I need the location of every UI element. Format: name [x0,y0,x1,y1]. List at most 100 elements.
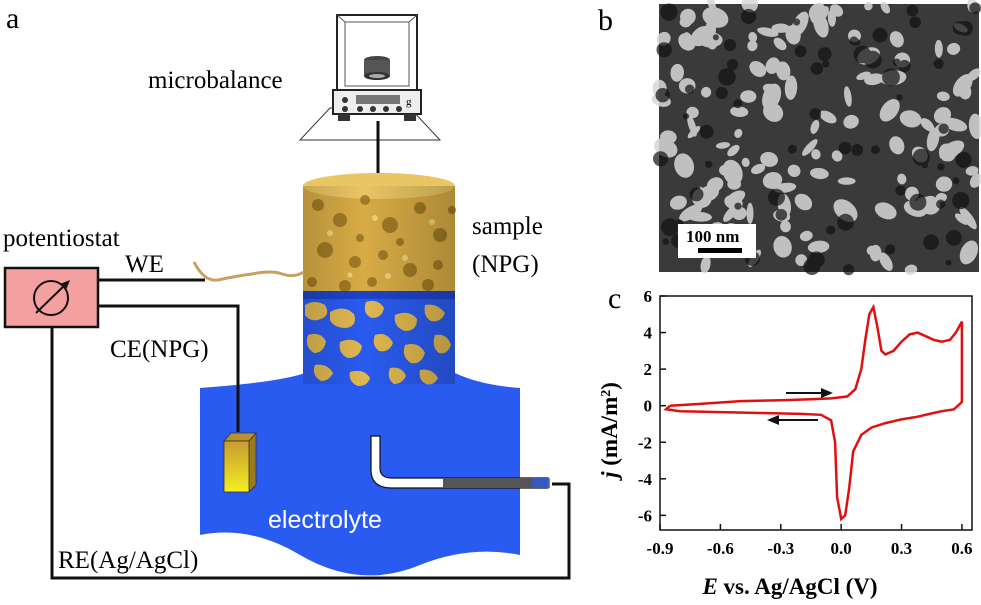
sem-ligament [674,153,695,178]
sem-ligament [856,71,871,81]
sem-ligament [810,167,829,180]
sem-pore [653,151,669,167]
sem-ligament [780,220,791,233]
sem-pore [733,99,743,109]
meter-icon [33,280,70,316]
reverse-sweep-arrow [767,415,818,425]
sem-ligament [787,164,801,178]
sem-pore [809,108,822,120]
sem-ligament [959,240,979,265]
sem-ligament [879,99,900,122]
sem-ligament [771,23,790,33]
sem-pore [955,151,972,168]
reference-electrode [370,435,550,489]
sem-ligament [808,2,826,21]
scale-bar [678,224,756,258]
y-tick-label: -4 [638,470,653,489]
sample-label-line2: (NPG) [472,251,539,278]
sem-ligament [762,83,782,111]
sem-pore [768,188,785,206]
sem-pore [793,18,801,26]
sem-ligament [760,151,779,167]
sem-pore [740,8,757,25]
sem-ligament [810,119,820,134]
sem-pore [849,36,859,46]
sem-pore [808,251,825,268]
electrolyte-label: electrolyte [268,506,382,534]
sem-ligament [965,166,979,176]
re-wire [50,327,571,580]
sem-ligament [807,240,830,254]
sem-pore [817,47,832,61]
sem-ligament [734,128,743,138]
sem-ligament [947,42,961,55]
cv-chart: -0.9 -0.6 -0.3 0.0 0.3 0.6 -6 -4 -2 0 2 4 6 [638,287,973,558]
sem-pore [896,94,903,101]
sem-pore [787,144,797,154]
sem-ligament [749,61,767,77]
sem-pore [851,144,864,156]
sem-ligament [656,31,671,46]
sem-ligament [707,0,717,15]
sem-ligament [773,236,792,258]
sem-pore [655,88,670,103]
potentiostat-label: potentiostat [3,225,120,252]
sem-pore [656,42,672,58]
sem-pore [872,27,888,43]
x-tick-label: 0.0 [831,539,852,558]
scale-bar-label: 100 nm [686,227,739,246]
sem-ligament [899,110,922,128]
y-tick-label: 2 [644,360,653,379]
sem-pore [723,38,737,52]
sem-pore [843,264,855,276]
sem-pore [912,148,930,166]
sem-pore [909,16,921,29]
x-axis-label: E vs. Ag/AgCl (V) [701,574,877,599]
sample-label-line1: sample [472,213,543,240]
sem-pore [838,141,852,155]
cv-curve [663,303,964,522]
ce-wire [98,304,240,432]
sem-ligament [746,202,754,225]
counter-electrode-block [223,431,257,493]
sem-ligament [889,31,904,48]
sem-ligament [679,17,692,28]
sem-ligament [747,40,758,52]
forward-sweep-arrow [786,388,833,398]
sem-pore [734,202,742,210]
microbalance-label: microbalance [148,67,283,94]
x-tick-label: 0.3 [891,539,912,558]
sem-ligament [723,204,739,222]
sem-ligament [819,110,837,124]
sem-ligament [954,213,969,225]
ce-label: CE(NPG) [110,336,209,363]
sem-ligament [715,142,731,149]
sem-ligament [831,150,843,162]
sem-ligament [968,113,981,139]
sem-pore [906,4,919,17]
sem-ligament [874,202,897,220]
sem-ligament [935,192,947,203]
sem-ligament [959,207,977,230]
sem-ligament [969,173,981,188]
sem-pore [826,225,836,235]
sem-pore [882,68,900,87]
sem-pore [705,160,713,168]
y-tick-label: -6 [638,506,652,525]
sem-ligament [727,144,740,157]
sem-pore [685,84,695,94]
sem-ligament [880,1,891,14]
npg-sample-cylinder [303,173,456,394]
sem-ligament [837,177,856,185]
sem-ligament [934,39,943,58]
sem-ligament [700,255,711,274]
panel-b-label: b [598,4,613,37]
sem-pore [945,259,952,266]
plot-frame [659,295,973,531]
sem-pore [957,20,973,36]
sem-ligament [719,164,730,176]
sem-pore [837,213,854,231]
x-tick-label: -0.9 [647,539,674,558]
sem-pore [885,244,896,255]
sem-ligament [843,114,859,129]
